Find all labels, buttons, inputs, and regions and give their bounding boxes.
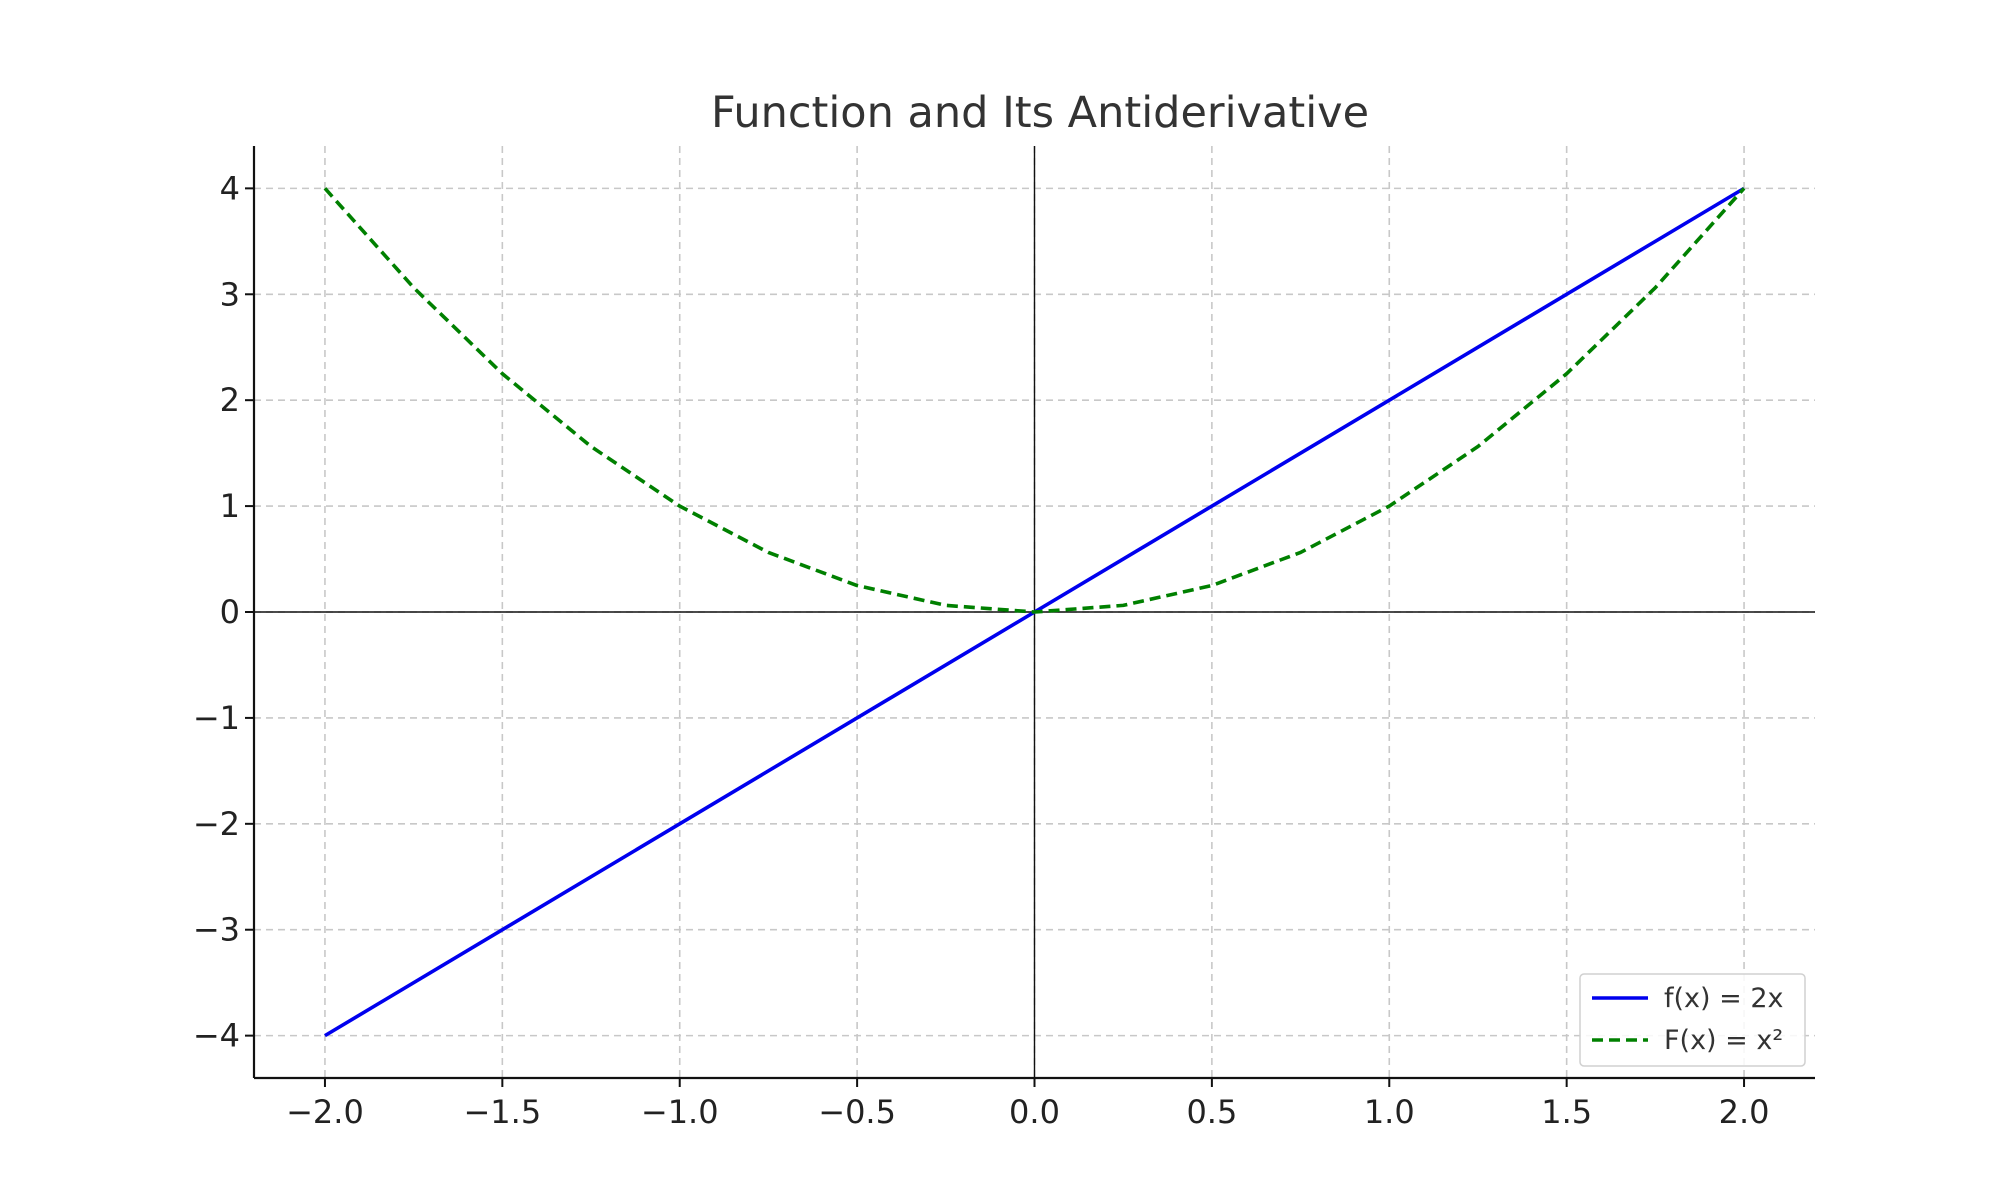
y-tick-label: 3 [220,275,240,313]
y-tick-label: 1 [220,487,240,525]
x-tick-label: 1.0 [1364,1093,1415,1131]
y-tick-label: 4 [220,169,240,207]
legend: f(x) = 2x F(x) = x² [1579,973,1806,1067]
axes [245,146,1815,1087]
y-tick-label: −2 [193,805,240,843]
x-tick-label: −2.0 [286,1093,364,1131]
y-tick-label: 2 [220,381,240,419]
chart-title: Function and Its Antiderivative [711,88,1369,138]
series-layer [323,186,1746,1038]
x-tick-label: 1.5 [1541,1093,1592,1131]
legend-label-2: F(x) = x² [1664,1025,1783,1056]
x-tick-label: 0.0 [1009,1093,1060,1131]
legend-label-1: f(x) = 2x [1664,983,1784,1014]
y-tick-label: −4 [193,1017,240,1055]
x-tick-label: −1.5 [463,1093,541,1131]
y-tick-label: 0 [220,593,240,631]
y-tick-label: −3 [193,911,240,949]
tick-labels: −2.0 −1.5 −1.0 −0.5 0.0 0.5 1.0 1.5 2.0 4 3 2 1 0 −1 −2… [193,169,1770,1131]
x-tick-label: −0.5 [818,1093,896,1131]
series-line-2 [323,187,1746,614]
x-tick-label: 2.0 [1719,1093,1770,1131]
x-tick-label: −1.0 [641,1093,719,1131]
y-tick-label: −1 [193,699,240,737]
x-tick-label: 0.5 [1186,1093,1237,1131]
